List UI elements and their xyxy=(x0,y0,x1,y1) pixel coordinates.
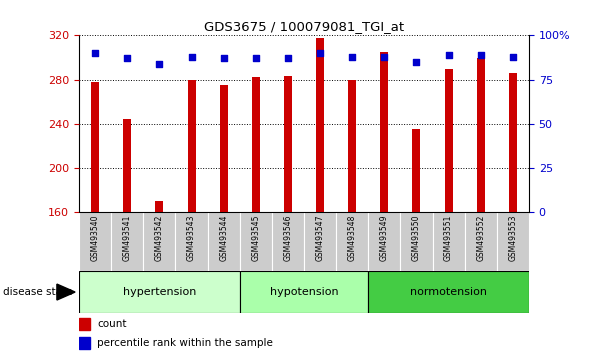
Point xyxy=(444,52,454,58)
Text: GSM493544: GSM493544 xyxy=(219,214,228,261)
Text: GSM493546: GSM493546 xyxy=(283,214,292,261)
Text: GSM493549: GSM493549 xyxy=(380,214,389,261)
Bar xyxy=(79,318,91,330)
Point xyxy=(187,54,196,59)
Bar xyxy=(123,120,131,212)
Bar xyxy=(79,337,91,349)
Bar xyxy=(348,80,356,212)
Bar xyxy=(509,73,517,212)
Bar xyxy=(207,212,240,271)
Text: GSM493548: GSM493548 xyxy=(348,214,357,261)
Text: GSM493552: GSM493552 xyxy=(476,214,485,261)
Bar xyxy=(272,212,304,271)
Bar xyxy=(368,271,529,313)
Bar xyxy=(368,212,401,271)
Point xyxy=(122,56,132,61)
Text: GSM493553: GSM493553 xyxy=(508,214,517,261)
Point xyxy=(219,56,229,61)
Text: hypotension: hypotension xyxy=(270,287,338,297)
Bar xyxy=(176,212,207,271)
Point xyxy=(283,56,293,61)
Bar xyxy=(187,80,196,212)
Bar xyxy=(465,212,497,271)
Text: disease state: disease state xyxy=(3,287,72,297)
Bar xyxy=(219,85,227,212)
Bar xyxy=(304,212,336,271)
Text: GSM493543: GSM493543 xyxy=(187,214,196,261)
Bar xyxy=(336,212,368,271)
Bar xyxy=(156,201,164,212)
Text: GSM493547: GSM493547 xyxy=(316,214,325,261)
Bar xyxy=(316,38,324,212)
Bar xyxy=(240,212,272,271)
Bar xyxy=(432,212,465,271)
Point xyxy=(154,61,164,67)
Bar xyxy=(111,212,143,271)
Bar xyxy=(79,212,111,271)
Text: percentile rank within the sample: percentile rank within the sample xyxy=(97,338,273,348)
Bar xyxy=(143,212,176,271)
Bar xyxy=(497,212,529,271)
Text: GSM493541: GSM493541 xyxy=(123,214,132,261)
Bar xyxy=(284,76,292,212)
Bar xyxy=(444,69,452,212)
Point xyxy=(315,50,325,56)
Title: GDS3675 / 100079081_TGI_at: GDS3675 / 100079081_TGI_at xyxy=(204,20,404,33)
Bar xyxy=(252,78,260,212)
Polygon shape xyxy=(57,284,75,300)
Point xyxy=(379,54,389,59)
Text: count: count xyxy=(97,319,126,329)
Text: GSM493550: GSM493550 xyxy=(412,214,421,261)
Bar xyxy=(477,57,485,212)
Bar xyxy=(412,130,421,212)
Point xyxy=(347,54,357,59)
Text: GSM493542: GSM493542 xyxy=(155,214,164,261)
Point xyxy=(412,59,421,65)
Bar xyxy=(91,82,99,212)
Bar xyxy=(381,52,389,212)
Text: GSM493540: GSM493540 xyxy=(91,214,100,261)
Bar xyxy=(240,271,368,313)
Text: GSM493551: GSM493551 xyxy=(444,214,453,261)
Bar xyxy=(401,212,432,271)
Point xyxy=(251,56,261,61)
Text: hypertension: hypertension xyxy=(123,287,196,297)
Bar xyxy=(79,271,240,313)
Point xyxy=(508,54,518,59)
Point xyxy=(476,52,486,58)
Point xyxy=(90,50,100,56)
Text: GSM493545: GSM493545 xyxy=(251,214,260,261)
Text: normotension: normotension xyxy=(410,287,487,297)
